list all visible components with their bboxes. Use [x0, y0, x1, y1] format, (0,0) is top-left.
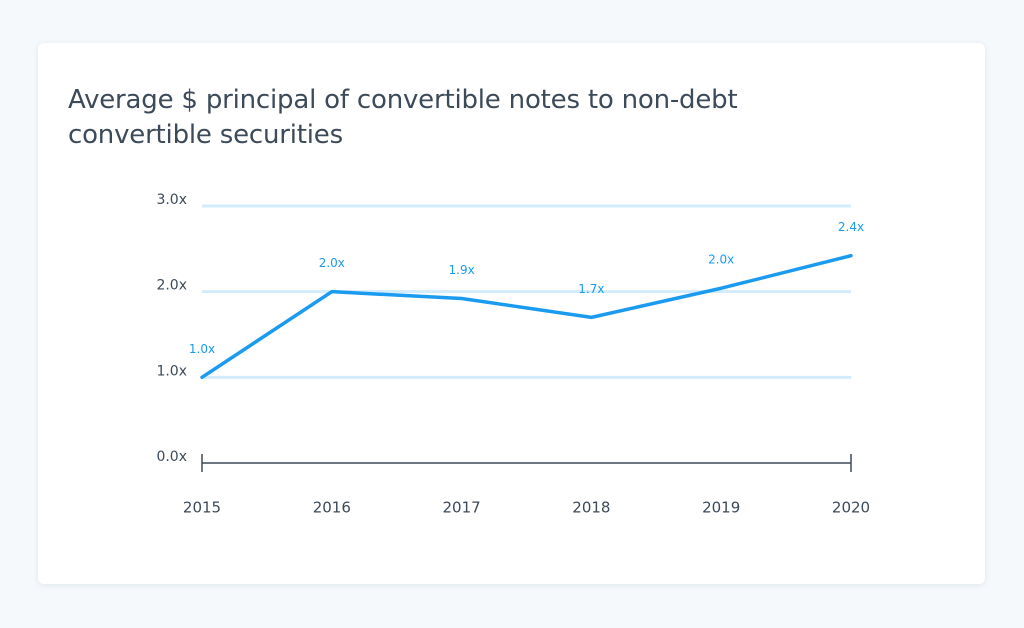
y-tick-label: 0.0x [156, 449, 187, 465]
data-label: 1.7x [578, 282, 604, 296]
x-tick-label: 2017 [443, 499, 481, 517]
card: Average $ principal of convertible notes… [38, 43, 985, 584]
data-label: 2.4x [838, 220, 864, 234]
x-tick-label: 2019 [702, 499, 740, 517]
y-tick-label: 2.0x [156, 278, 187, 294]
data-label: 1.0x [189, 342, 215, 356]
data-label: 2.0x [319, 256, 345, 270]
line [200, 253, 853, 380]
y-tick-label: 1.0x [156, 363, 187, 379]
x-tick-label: 2016 [313, 499, 351, 517]
chart-title: Average $ principal of convertible notes… [68, 85, 738, 150]
x-tick-label: 2018 [572, 499, 610, 517]
data-label: 2.0x [708, 253, 734, 267]
data-label: 1.9x [449, 263, 475, 277]
y-tick-label: 3.0x [156, 192, 187, 208]
x-tick-label: 2020 [832, 499, 870, 517]
x-tick-label: 2015 [183, 499, 221, 517]
